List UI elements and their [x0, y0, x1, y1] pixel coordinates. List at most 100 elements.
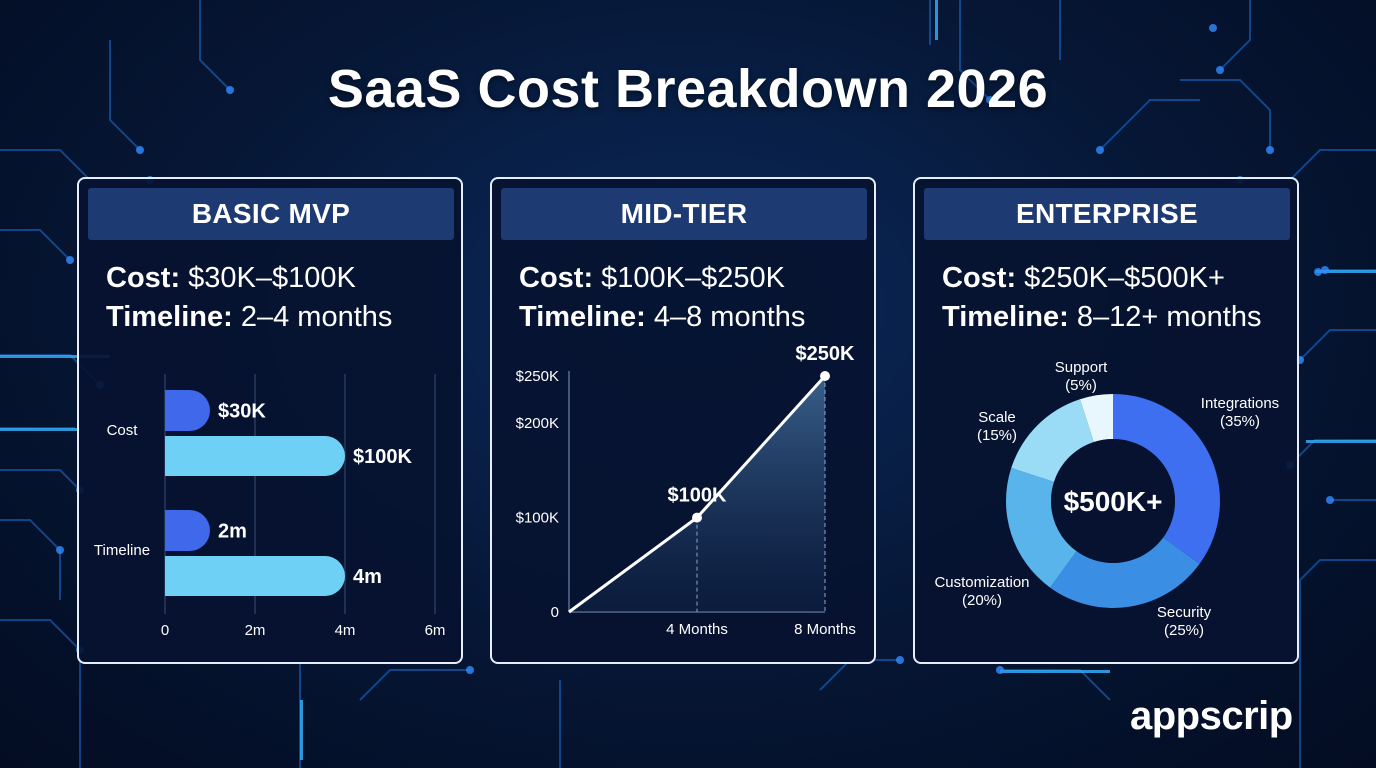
circuit-node	[466, 666, 474, 674]
data-label: $250K	[796, 343, 855, 365]
circuit-node	[56, 546, 64, 554]
x-tick-label: 4 Months	[666, 621, 728, 638]
circuit-node	[1209, 24, 1217, 32]
timeline-value: 2–4 months	[240, 301, 393, 333]
circuit-node	[1096, 146, 1104, 154]
circuit-glow	[0, 355, 110, 358]
donut-slice	[1079, 394, 1113, 443]
circuit-trace	[1299, 329, 1376, 361]
bar	[165, 556, 345, 596]
circuit-trace	[109, 40, 141, 151]
panel-header: BASIC MVP	[88, 188, 454, 240]
area-chart: 0 $100K $200K $250K 4 Months 8 Months $100K $25…	[516, 343, 856, 638]
slice-percent: (15%)	[977, 427, 1017, 444]
page-title: SaaS Cost Breakdown 2026	[327, 59, 1049, 119]
bar-value-label: $100K	[353, 446, 412, 468]
data-point	[820, 371, 830, 381]
circuit-node	[66, 256, 74, 264]
category-label: Timeline	[94, 542, 150, 559]
cost-label: Cost:	[942, 262, 1017, 294]
bar	[165, 510, 210, 551]
circuit-node	[1314, 268, 1322, 276]
panel-header: ENTERPRISE	[924, 188, 1290, 240]
data-label: $100K	[668, 485, 727, 507]
circuit-node	[986, 96, 994, 104]
circuit-trace	[1289, 439, 1376, 466]
donut-slice	[1011, 399, 1094, 482]
slice-label: Security	[1157, 604, 1212, 621]
x-tick-label: 4m	[335, 622, 356, 639]
y-tick-label: $100K	[516, 510, 559, 527]
x-tick-label: 0	[161, 622, 169, 639]
donut-slice	[1050, 537, 1200, 608]
timeline-value: 8–12+ months	[1076, 301, 1262, 333]
bar-value-label: $30K	[218, 401, 266, 423]
circuit-node	[136, 146, 144, 154]
circuit-trace	[0, 519, 61, 600]
circuit-trace	[0, 149, 150, 181]
x-tick-label: 8 Months	[794, 621, 856, 638]
circuit-glow	[300, 700, 303, 760]
slice-percent: (25%)	[1164, 622, 1204, 639]
circuit-node	[1266, 146, 1274, 154]
circuit-trace	[1180, 79, 1271, 150]
cost-label: Cost:	[106, 262, 181, 294]
timeline-label: Timeline:	[106, 301, 233, 333]
cost-value: $250K–$500K+	[1024, 262, 1225, 294]
donut-chart: Integrations(35%) Security(25%) Customizat…	[934, 359, 1279, 639]
circuit-glow	[1316, 270, 1376, 273]
slice-percent: (20%)	[962, 592, 1002, 609]
bar-value-label: 4m	[353, 566, 382, 588]
panel-info: Cost: $30K–$100K Timeline: 2–4 months	[106, 259, 392, 337]
y-tick-label: $250K	[516, 368, 559, 385]
category-label: Cost	[107, 422, 139, 439]
timeline-value: 4–8 months	[653, 301, 806, 333]
circuit-trace	[359, 669, 470, 701]
circuit-trace	[0, 229, 71, 261]
timeline-label: Timeline:	[942, 301, 1069, 333]
circuit-node	[1321, 266, 1329, 274]
circuit-node	[1326, 496, 1334, 504]
circuit-glow	[1306, 440, 1376, 443]
panel-basic-mvp: BASIC MVP Cost: $30K–$100K Timeline: 2–4…	[77, 177, 463, 664]
circuit-trace	[199, 0, 231, 91]
circuit-node	[896, 656, 904, 664]
cost-value: $30K–$100K	[188, 262, 356, 294]
circuit-trace	[1219, 0, 1251, 71]
slice-label: Scale	[978, 409, 1016, 426]
circuit-node	[1216, 66, 1224, 74]
cost-value: $100K–$250K	[601, 262, 786, 294]
circuit-glow	[935, 0, 938, 40]
data-point	[692, 512, 702, 523]
panel-mid-tier: MID-TIER Cost: $100K–$250K Timeline: 4–8…	[490, 177, 876, 664]
circuit-trace	[1099, 99, 1200, 151]
circuit-trace	[0, 619, 81, 768]
circuit-trace	[1299, 559, 1376, 768]
panel-enterprise: ENTERPRISE Cost: $250K–$500K+ Timeline: …	[913, 177, 1299, 664]
slice-percent: (35%)	[1220, 413, 1260, 430]
circuit-trace	[0, 469, 81, 491]
circuit-glow	[0, 428, 80, 431]
slice-percent: (5%)	[1065, 377, 1097, 394]
timeline-label: Timeline:	[519, 301, 646, 333]
bar	[165, 390, 210, 431]
circuit-glow	[1000, 670, 1110, 673]
panel-info: Cost: $100K–$250K Timeline: 4–8 months	[519, 259, 805, 337]
appscrip-logo: appscrip	[1130, 694, 1293, 738]
y-tick-label: $200K	[516, 415, 559, 432]
slice-label: Customization	[934, 574, 1029, 591]
donut-center-label: $500K+	[1064, 486, 1163, 517]
slice-label: Integrations	[1201, 395, 1279, 412]
circuit-node	[996, 666, 1004, 674]
circuit-node	[226, 86, 234, 94]
panel-info: Cost: $250K–$500K+ Timeline: 8–12+ month…	[942, 259, 1261, 337]
donut-hole	[1051, 439, 1175, 563]
x-tick-label: 2m	[245, 622, 266, 639]
bar-chart: 0 2m 4m 6m Cost $30K $100K Timeline 2m 4m	[94, 374, 446, 639]
area-fill	[569, 376, 825, 612]
x-tick-label: 6m	[425, 622, 446, 639]
donut-slice	[1113, 394, 1220, 564]
donut-slice	[1006, 467, 1077, 588]
circuit-trace	[1000, 669, 1111, 701]
slice-label: Support	[1055, 359, 1108, 376]
